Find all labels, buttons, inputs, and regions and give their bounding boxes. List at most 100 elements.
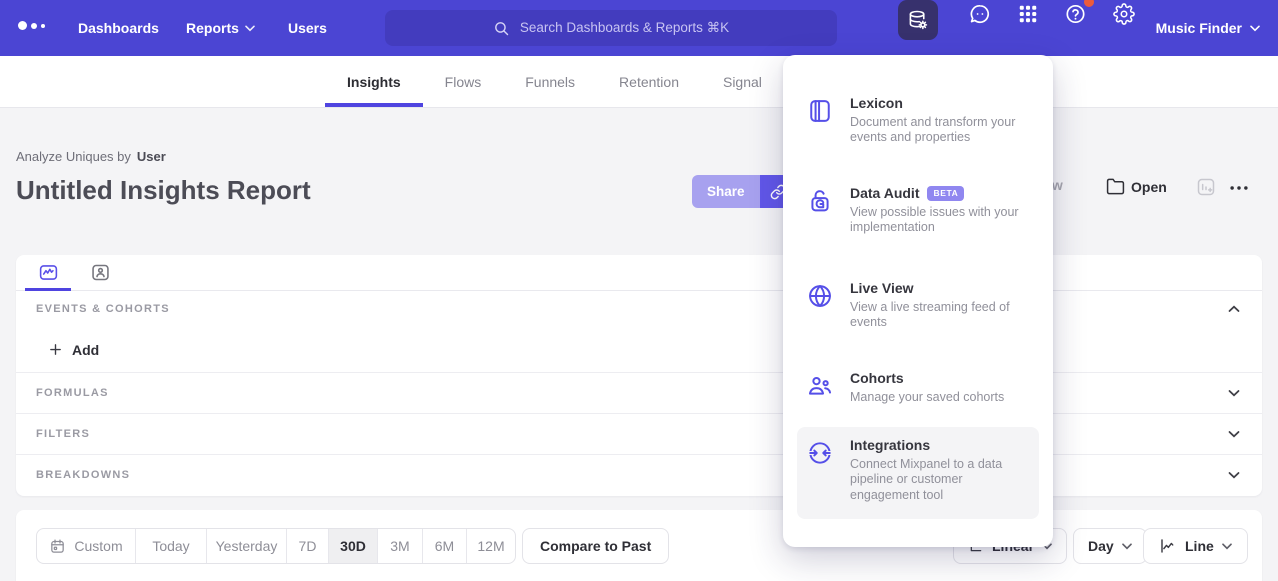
share-button-group: Share bbox=[692, 175, 797, 208]
cohorts-people-icon bbox=[806, 370, 834, 405]
analysis-context: Analyze Uniques by User bbox=[16, 149, 166, 164]
nav-users-label: Users bbox=[288, 20, 327, 36]
tab-retention-label: Retention bbox=[619, 73, 679, 90]
range-30d[interactable]: 30D bbox=[329, 529, 378, 563]
nav-reports-label: Reports bbox=[186, 20, 239, 36]
section-events-cohorts[interactable]: EVENTS & COHORTS bbox=[16, 291, 1262, 327]
message-bubble-icon bbox=[970, 4, 990, 23]
search-icon bbox=[494, 21, 509, 35]
settings-button[interactable] bbox=[1110, 0, 1138, 28]
feedback-button[interactable] bbox=[966, 0, 994, 28]
apps-grid-button[interactable] bbox=[1014, 0, 1042, 28]
filters-label: FILTERS bbox=[36, 428, 91, 440]
mixpanel-logo-icon[interactable] bbox=[18, 21, 45, 30]
tab-retention[interactable]: Retention bbox=[597, 56, 701, 107]
range-today[interactable]: Today bbox=[136, 529, 207, 563]
plus-icon bbox=[50, 344, 61, 355]
chevron-up-icon[interactable] bbox=[1228, 305, 1240, 313]
section-formulas[interactable]: FORMULAS bbox=[16, 372, 1262, 413]
tab-profiles-view[interactable] bbox=[74, 255, 126, 290]
add-to-dashboard-button[interactable] bbox=[1196, 177, 1216, 197]
chevron-down-icon bbox=[1250, 25, 1260, 31]
add-button-label: Add bbox=[72, 341, 100, 358]
project-selector[interactable]: Music Finder bbox=[1156, 0, 1260, 56]
menu-item-lexicon[interactable]: Lexicon Document and transform your even… bbox=[797, 85, 1039, 156]
share-button[interactable]: Share bbox=[692, 175, 760, 208]
range-yesterday[interactable]: Yesterday bbox=[207, 529, 287, 563]
range-today-label: Today bbox=[152, 538, 190, 554]
ellipsis-icon bbox=[1230, 186, 1248, 190]
section-filters[interactable]: FILTERS bbox=[16, 413, 1262, 454]
open-report-button[interactable]: Open bbox=[1106, 177, 1167, 196]
data-management-dropdown: Lexicon Document and transform your even… bbox=[783, 55, 1053, 547]
data-audit-lock-icon bbox=[806, 185, 834, 236]
tab-flows[interactable]: Flows bbox=[423, 56, 504, 107]
search-input[interactable]: Search Dashboards & Reports ⌘K bbox=[385, 10, 837, 46]
range-7d[interactable]: 7D bbox=[287, 529, 329, 563]
menu-item-data-audit[interactable]: Data Audit BETA View possible issues wit… bbox=[797, 175, 1039, 246]
more-options-button[interactable] bbox=[1228, 177, 1250, 199]
nav-users[interactable]: Users bbox=[288, 0, 327, 56]
tab-events-view[interactable] bbox=[22, 255, 74, 291]
formulas-label: FORMULAS bbox=[36, 387, 109, 399]
query-builder-panel: EVENTS & COHORTS Add FORMULAS FILTERS BR… bbox=[16, 255, 1262, 496]
range-6m-label: 6M bbox=[434, 538, 455, 554]
calendar-icon bbox=[51, 538, 65, 553]
folder-icon bbox=[1106, 178, 1125, 195]
tab-insights[interactable]: Insights bbox=[325, 56, 423, 107]
help-button[interactable] bbox=[1062, 0, 1094, 28]
chevron-down-icon[interactable] bbox=[1228, 471, 1240, 479]
report-tabs: Insights Flows Funnels Retention Signal … bbox=[0, 56, 1278, 108]
database-gear-icon bbox=[909, 10, 928, 30]
menu-item-cohorts[interactable]: Cohorts Manage your saved cohorts bbox=[797, 360, 1039, 415]
tab-funnels[interactable]: Funnels bbox=[503, 56, 597, 107]
interval-dropdown[interactable]: Day bbox=[1073, 528, 1147, 564]
chevron-down-icon[interactable] bbox=[1228, 430, 1240, 438]
nav-reports[interactable]: Reports bbox=[186, 0, 255, 56]
menu-item-description: Manage your saved cohorts bbox=[850, 390, 1005, 404]
project-name: Music Finder bbox=[1155, 20, 1242, 36]
menu-item-title: Integrations bbox=[850, 437, 931, 453]
range-custom[interactable]: Custom bbox=[37, 529, 136, 563]
compare-to-past-button[interactable]: Compare to Past bbox=[522, 528, 670, 564]
section-breakdowns[interactable]: BREAKDOWNS bbox=[16, 454, 1262, 495]
tab-flows-label: Flows bbox=[444, 73, 482, 90]
menu-item-title: Lexicon bbox=[850, 95, 903, 111]
compare-to-past-label: Compare to Past bbox=[540, 538, 652, 554]
add-event-button[interactable]: Add bbox=[16, 327, 1262, 372]
nav-dashboards[interactable]: Dashboards bbox=[78, 0, 159, 56]
chart-type-dropdown[interactable]: Line bbox=[1143, 528, 1248, 564]
menu-item-description: View possible issues with your implement… bbox=[850, 205, 1019, 235]
line-chart-tab-icon bbox=[39, 265, 57, 280]
chevron-down-icon bbox=[245, 25, 255, 31]
range-custom-label: Custom bbox=[74, 538, 123, 554]
range-30d-label: 30D bbox=[340, 538, 366, 554]
chevron-down-icon bbox=[1221, 542, 1232, 550]
date-range-segmented-control: Custom Today Yesterday 7D 30D 3M 6M 12M bbox=[36, 528, 516, 564]
globe-icon bbox=[806, 280, 834, 331]
range-3m[interactable]: 3M bbox=[378, 529, 423, 563]
chevron-down-icon bbox=[1121, 542, 1132, 550]
menu-item-description: Document and transform your events and p… bbox=[850, 115, 1016, 145]
line-chart-icon bbox=[1161, 539, 1174, 553]
help-question-icon bbox=[1066, 4, 1085, 24]
page-title[interactable]: Untitled Insights Report bbox=[16, 175, 311, 205]
breakdowns-label: BREAKDOWNS bbox=[36, 469, 131, 481]
menu-item-live-view[interactable]: Live View View a live streaming feed of … bbox=[797, 270, 1039, 341]
menu-item-title: Data Audit bbox=[850, 185, 920, 201]
range-12m[interactable]: 12M bbox=[467, 529, 515, 563]
context-value[interactable]: User bbox=[136, 149, 166, 164]
menu-item-integrations[interactable]: Integrations Connect Mixpanel to a data … bbox=[797, 427, 1039, 519]
range-12m-label: 12M bbox=[477, 538, 505, 554]
range-6m[interactable]: 6M bbox=[423, 529, 467, 563]
menu-item-description: View a live streaming feed of events bbox=[850, 300, 1010, 330]
builder-view-tabs bbox=[16, 255, 1262, 291]
chevron-down-icon[interactable] bbox=[1228, 389, 1240, 397]
notification-dot bbox=[1084, 0, 1094, 7]
tab-signal-label: Signal bbox=[722, 73, 762, 90]
grid-apps-icon bbox=[1019, 5, 1037, 23]
open-report-label: Open bbox=[1131, 178, 1167, 195]
data-management-button[interactable] bbox=[898, 0, 938, 40]
add-chart-icon bbox=[1197, 178, 1215, 196]
tab-signal[interactable]: Signal bbox=[701, 56, 784, 107]
